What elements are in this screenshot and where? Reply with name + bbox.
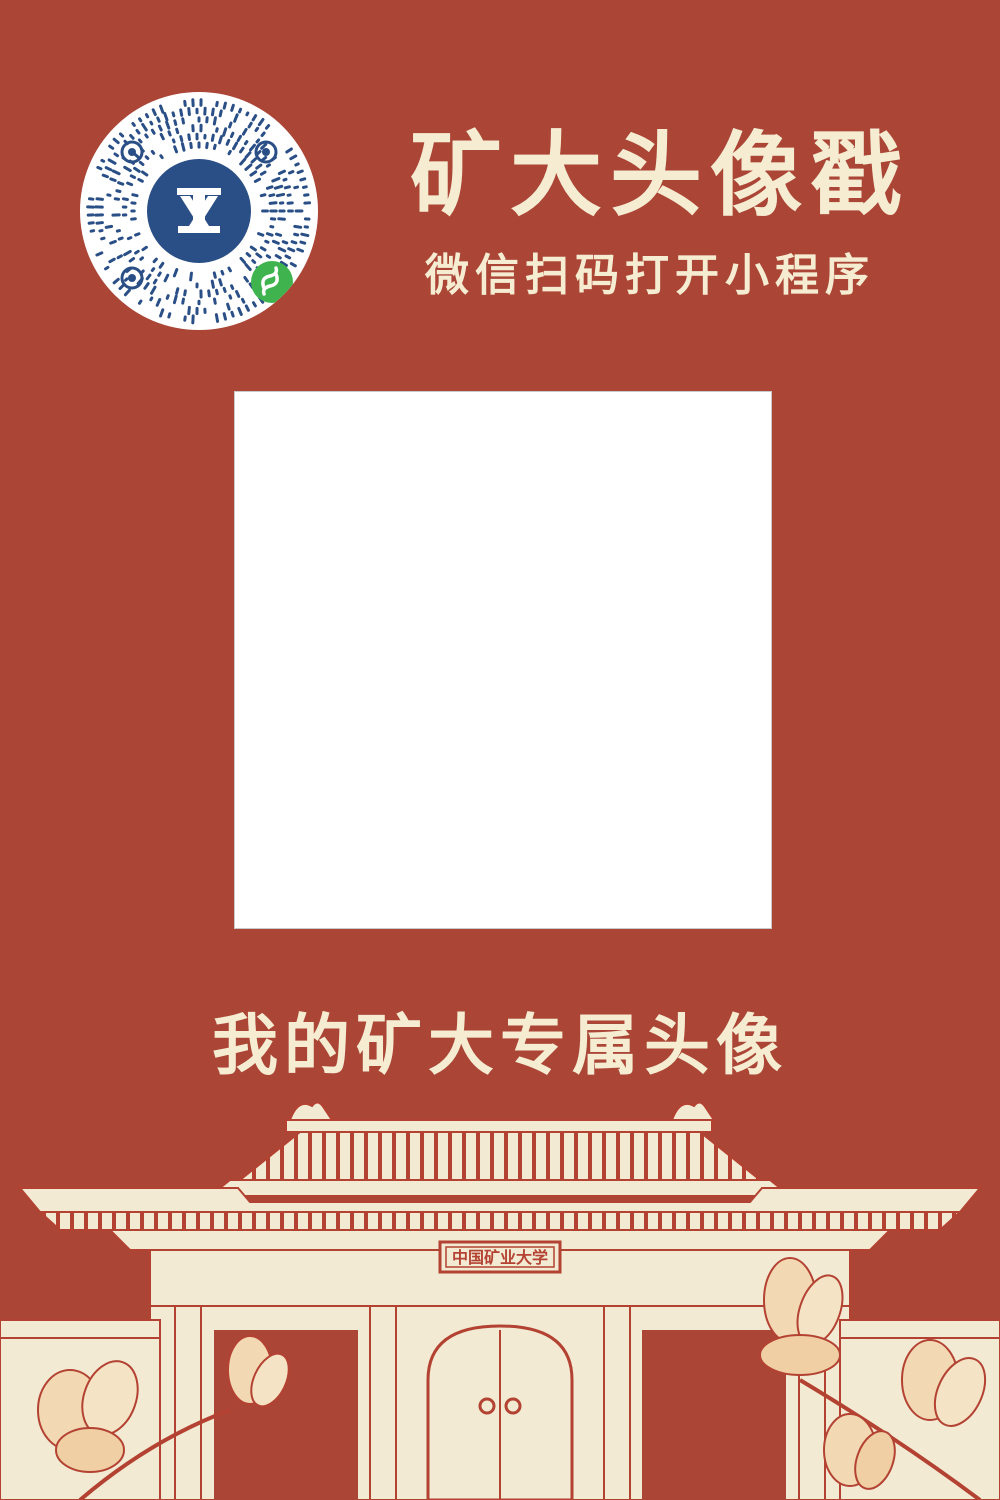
mini-program-qr-code[interactable] — [80, 92, 318, 330]
university-gate-illustration: 中国矿业大学 — [0, 1080, 1000, 1500]
qr-code-icon — [86, 98, 312, 325]
emblem-mark-icon — [177, 188, 221, 233]
gate-plaque: 中国矿业大学 — [452, 1248, 548, 1267]
mini-program-badge-icon — [251, 261, 293, 303]
avatar-caption: 我的矿大专属头像 — [212, 1006, 788, 1084]
poster-title: 矿大头像戳 — [409, 121, 910, 229]
magnolia-flower-icon — [759, 1257, 987, 1500]
scan-instruction: 微信扫码打开小程序 — [425, 250, 875, 301]
avatar-placeholder[interactable] — [234, 391, 772, 929]
gate-icon: 中国矿业大学 — [0, 1101, 1000, 1500]
magnolia-flower-icon — [37, 1335, 290, 1500]
